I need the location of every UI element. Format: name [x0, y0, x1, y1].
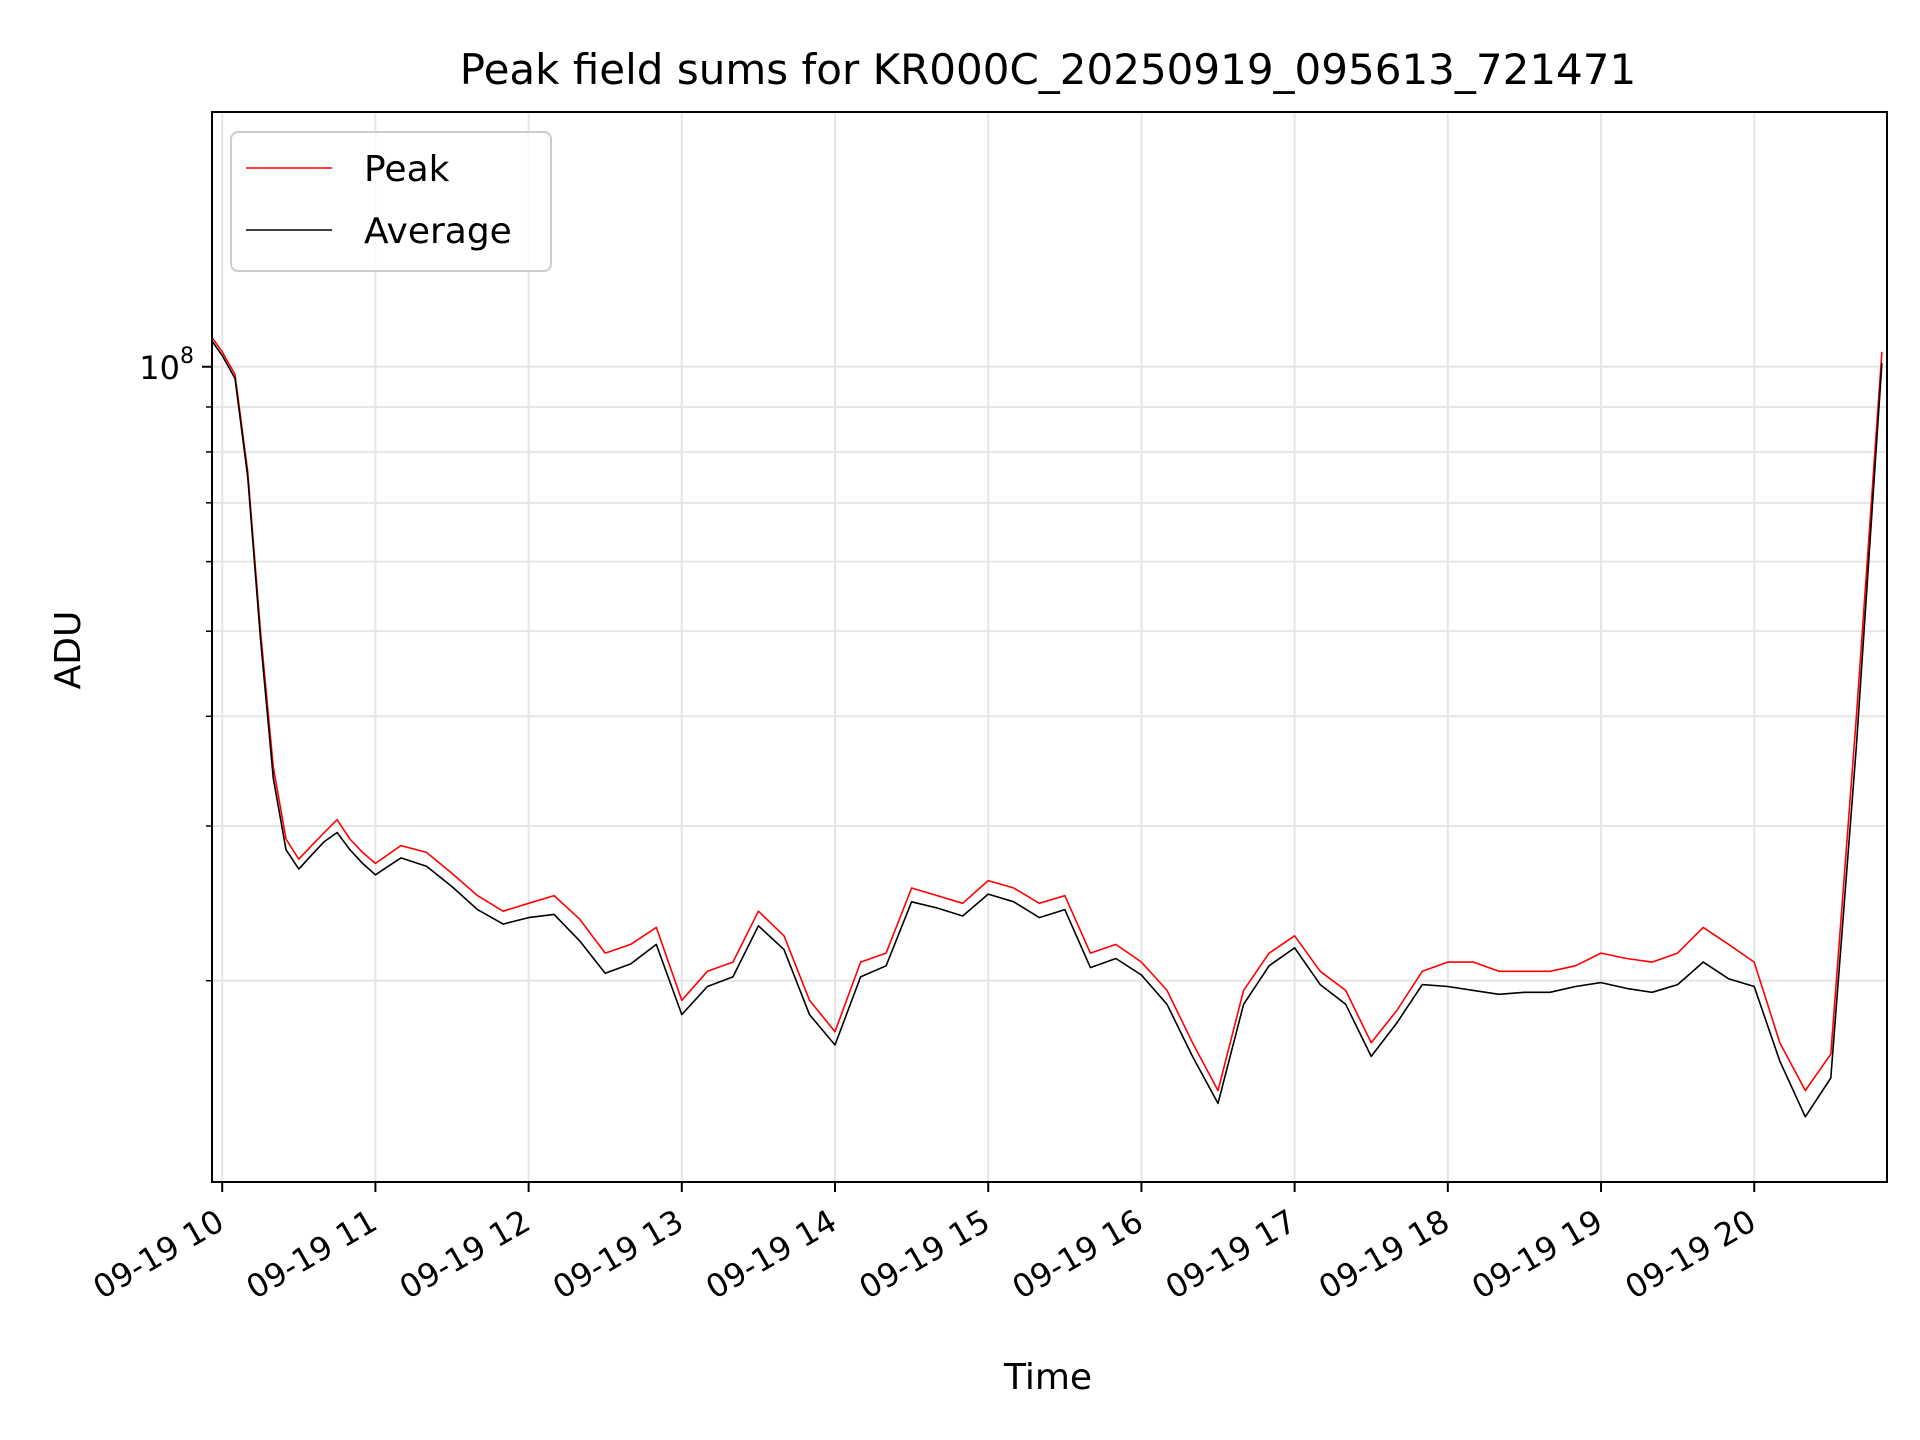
x-tick-label: 09-19 17: [1159, 1202, 1303, 1307]
series-line-peak: [212, 336, 1883, 1092]
legend-label-peak: Peak: [364, 149, 450, 190]
x-tick-label: 09-19 12: [393, 1202, 537, 1307]
x-axis: 09-19 10 09-19 11 09-19 12 09-19 13 09-19 14…: [87, 1182, 1763, 1307]
chart-title: Peak field sums for KR000C_20250919_0956…: [460, 45, 1636, 94]
plot-frame: [211, 111, 1888, 1183]
x-tick-label: 09-19 11: [240, 1202, 384, 1307]
x-tick-label: 09-19 16: [1006, 1202, 1150, 1307]
x-tick-label: 09-19 10: [87, 1202, 231, 1307]
x-tick-label: 09-19 20: [1619, 1202, 1763, 1307]
y-tick-label: 108: [139, 344, 194, 387]
x-axis-label: Time: [1003, 1357, 1092, 1398]
series-line-average: [212, 340, 1883, 1118]
legend: Peak Average: [230, 131, 552, 272]
plot-area: [212, 336, 1883, 1118]
x-tick-label: 09-19 18: [1312, 1202, 1456, 1307]
legend-box: [230, 131, 552, 272]
x-tick-label: 09-19 14: [699, 1202, 843, 1307]
y-axis: 108: [139, 344, 212, 982]
x-tick-label: 09-19 15: [853, 1202, 997, 1307]
y-axis-label: ADU: [48, 611, 89, 690]
x-tick-label: 09-19 13: [546, 1202, 690, 1307]
legend-label-average: Average: [364, 211, 512, 252]
grid: [212, 112, 1887, 1182]
x-tick-label: 09-19 19: [1465, 1202, 1609, 1307]
